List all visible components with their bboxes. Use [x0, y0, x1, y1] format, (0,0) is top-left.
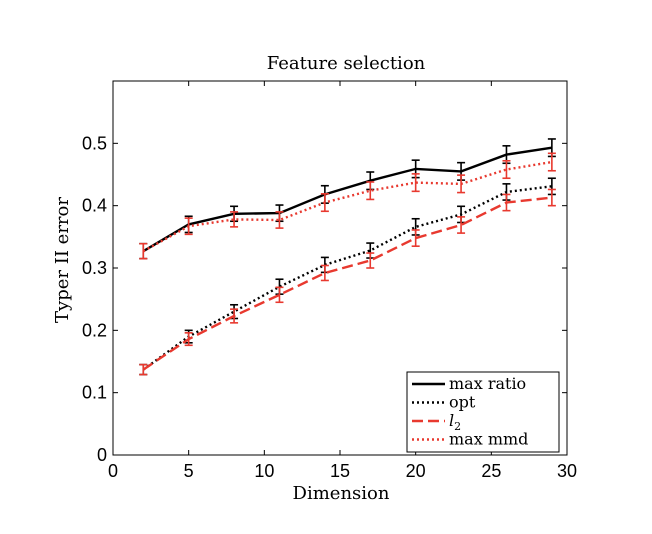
- error-bar: [230, 308, 239, 324]
- error-bar: [230, 211, 239, 228]
- series-line: [142, 185, 553, 371]
- legend-label-text: max mmd: [449, 430, 528, 449]
- series-line: [142, 160, 553, 253]
- legend-label-text: opt: [449, 393, 476, 412]
- error-bar: [457, 174, 466, 194]
- x-tick-label: 15: [330, 461, 350, 481]
- y-tick-label: 0.1: [82, 383, 107, 403]
- y-tick-label: 0.3: [82, 258, 107, 278]
- error-bar: [457, 216, 466, 234]
- error-bar: [139, 363, 148, 376]
- x-tick-label: 5: [184, 461, 194, 481]
- chart-title: Feature selection: [267, 53, 426, 74]
- error-bar: [411, 173, 420, 193]
- legend-label: l2: [449, 411, 461, 433]
- x-tick-label: 0: [108, 461, 118, 481]
- error-bar: [547, 152, 556, 172]
- legend-label-text: l: [449, 411, 454, 430]
- legend-label-text: max ratio: [449, 374, 526, 393]
- error-bar: [366, 181, 375, 201]
- legend-label: max ratio: [449, 374, 526, 393]
- error-bar: [275, 211, 284, 229]
- y-tick-label: 0.4: [82, 196, 107, 216]
- y-tick-label: 0.2: [82, 320, 107, 340]
- error-bar: [366, 252, 375, 269]
- series-line: [142, 146, 553, 253]
- x-tick-label: 10: [254, 461, 274, 481]
- y-tick-label: 0: [97, 445, 107, 465]
- error-bar: [275, 286, 284, 304]
- legend-label: max mmd: [449, 430, 528, 449]
- series-l2: [139, 188, 556, 376]
- legend-label: opt: [449, 393, 476, 412]
- plot-area: 0 5 10 15 20 25 30 0 0.1 0.2 0.3 0.4 0.5 max ratioopt…: [82, 80, 577, 481]
- y-tick-label: 0.5: [82, 133, 107, 153]
- x-tick-label: 30: [557, 461, 577, 481]
- error-bar: [184, 217, 193, 236]
- series-max-mmd: [139, 152, 556, 260]
- y-axis-label: Typer II error: [52, 197, 73, 323]
- error-bar: [184, 332, 193, 347]
- error-bar: [547, 188, 556, 207]
- error-bar: [320, 264, 329, 282]
- legend-label-subscript: 2: [454, 420, 461, 433]
- error-bar: [502, 193, 511, 212]
- error-bar: [411, 229, 420, 247]
- error-bar: [139, 242, 148, 260]
- error-bar: [320, 193, 329, 213]
- x-axis-label: Dimension: [293, 483, 390, 504]
- series-line: [142, 196, 553, 371]
- x-tick-label: 20: [406, 461, 426, 481]
- error-bar: [502, 159, 511, 180]
- x-tick-label: 25: [481, 461, 501, 481]
